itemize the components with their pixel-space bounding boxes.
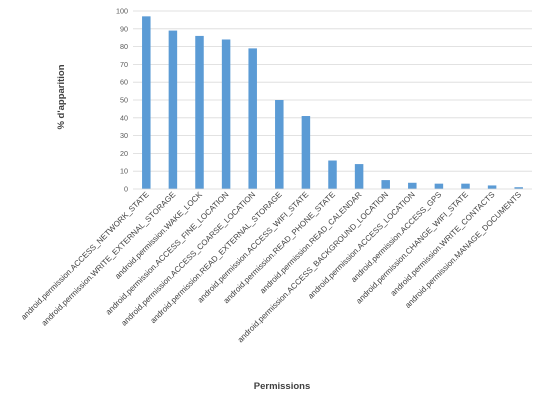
y-axis-ticks: 0 10 20 30 40 50 60 70 80 90 100 [116, 7, 128, 194]
bars [142, 16, 523, 190]
x-category-label: android.permission.ACCESS_FINE_LOCATION [104, 190, 231, 317]
bar [301, 116, 311, 189]
y-tick-label: 40 [120, 113, 128, 122]
bar [354, 164, 364, 189]
y-tick-label: 0 [124, 185, 128, 194]
bar [381, 180, 390, 189]
bar [514, 187, 523, 189]
y-tick-label: 90 [120, 24, 128, 33]
y-tick-label: 70 [120, 60, 128, 69]
bar [195, 35, 204, 189]
y-tick-label: 60 [120, 78, 128, 87]
x-axis-title: Permissions [254, 381, 311, 392]
bar [461, 183, 470, 189]
y-tick-label: 50 [120, 96, 128, 105]
bar [408, 182, 417, 189]
y-tick-label: 30 [120, 131, 128, 140]
bar [142, 16, 151, 190]
bar [487, 185, 497, 189]
y-tick-label: 20 [120, 149, 128, 158]
y-tick-label: 80 [120, 42, 128, 51]
bar [275, 100, 284, 189]
bar [221, 39, 231, 190]
grid-lines [133, 10, 532, 172]
y-axis-title: % d'apparition [56, 64, 67, 129]
bar [168, 30, 178, 189]
y-tick-label: 100 [116, 7, 128, 16]
x-axis-labels: android.permission.ACCESS_NETWORK_STATEa… [19, 190, 523, 345]
bar [328, 160, 337, 189]
bar [434, 183, 444, 189]
y-tick-label: 10 [120, 167, 128, 176]
bar [248, 48, 257, 189]
